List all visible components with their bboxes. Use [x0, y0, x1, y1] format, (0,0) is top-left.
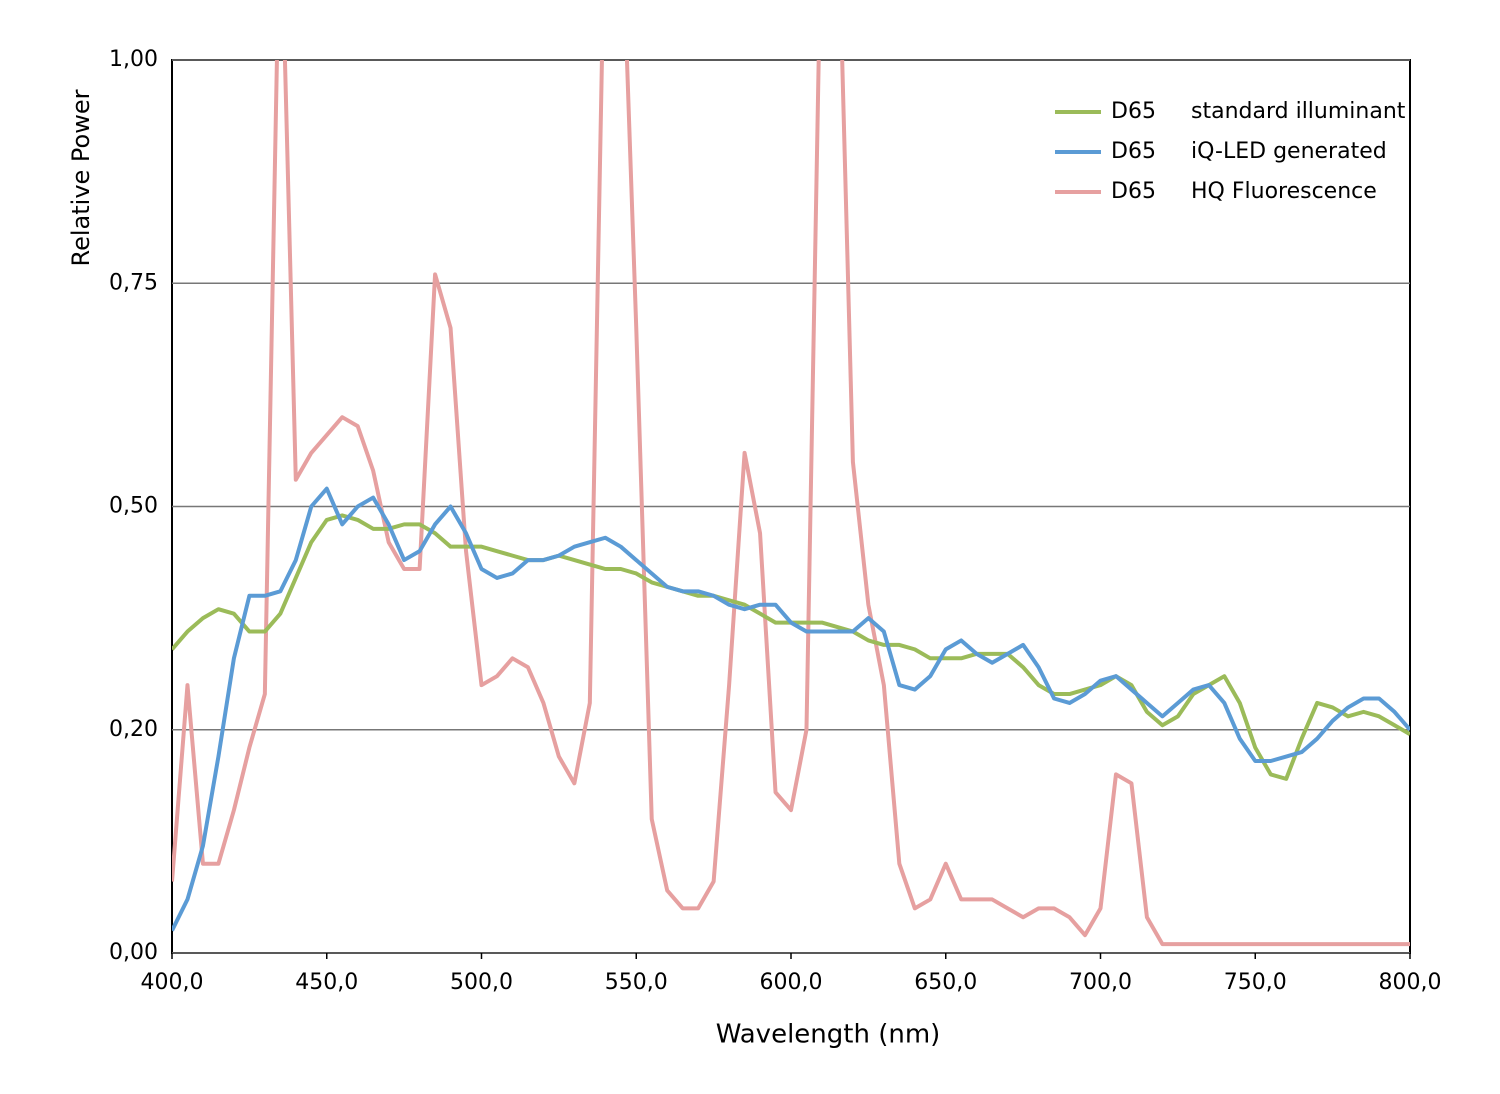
series-line	[172, 60, 1410, 947]
legend-description: iQ-LED generated	[1191, 139, 1387, 164]
y-tick-label: 1,00	[109, 47, 158, 72]
x-tick-label: 700,0	[1069, 970, 1132, 995]
y-tick-label: 0,50	[109, 494, 158, 519]
series-line	[172, 486, 1410, 932]
x-tick-label: 750,0	[1224, 970, 1287, 995]
x-tick-label: 550,0	[605, 970, 668, 995]
x-tick-label: 650,0	[914, 970, 977, 995]
plot-area	[172, 60, 1410, 947]
legend-label: D65	[1111, 99, 1156, 124]
legend-description: standard illuminant	[1191, 99, 1406, 124]
x-tick-label: 500,0	[450, 970, 513, 995]
series-line	[172, 513, 1410, 781]
y-tick-label: 0,20	[109, 717, 158, 742]
x-tick-label: 450,0	[295, 970, 358, 995]
x-tick-label: 600,0	[760, 970, 823, 995]
x-axis-label: Wavelength (nm)	[716, 1020, 941, 1050]
y-tick-label: 0,00	[109, 940, 158, 965]
y-tick-label: 0,75	[109, 270, 158, 295]
legend-label: D65	[1111, 139, 1156, 164]
x-tick-label: 800,0	[1379, 970, 1442, 995]
legend-label: D65	[1111, 179, 1156, 204]
x-tick-label: 400,0	[141, 970, 204, 995]
y-axis-label: Relative Power	[67, 89, 95, 266]
legend-description: HQ Fluorescence	[1191, 179, 1377, 204]
